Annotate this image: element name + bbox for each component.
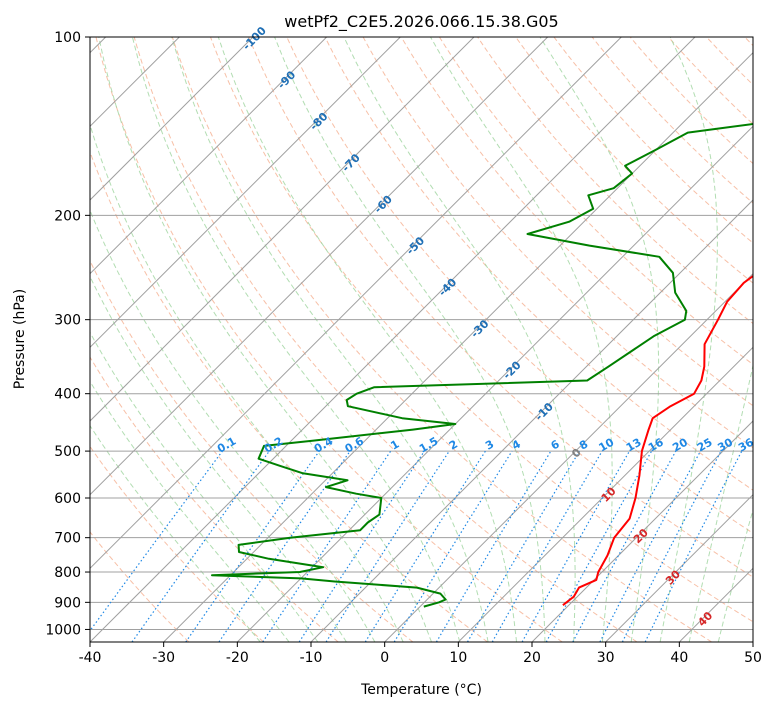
isotherm-gridline xyxy=(90,37,549,496)
mixing-ratio-line xyxy=(572,450,677,642)
isotherm-gridline xyxy=(90,37,475,422)
y-tick-label: 900 xyxy=(54,595,81,611)
dry-adiabat xyxy=(553,37,753,244)
moist-adiabat xyxy=(430,37,613,642)
y-tick-label: 600 xyxy=(54,491,81,507)
mixing-ratio-line xyxy=(131,450,270,642)
moist-adiabat xyxy=(90,424,261,642)
moist-adiabat xyxy=(343,37,576,642)
x-tick-label: 20 xyxy=(523,650,541,666)
dewpoint-line xyxy=(211,122,753,608)
mixing-ratio-line xyxy=(545,450,653,642)
chart-title: wetPf2_C2E5.2026.066.15.38.G05 xyxy=(284,12,558,32)
mixing-ratio-line xyxy=(393,450,513,642)
y-tick-label: 500 xyxy=(54,444,81,460)
dry-adiabat xyxy=(90,531,190,642)
y-tick-label: 100 xyxy=(54,30,81,46)
mixing-ratio-line xyxy=(185,450,320,642)
isotherm-gridline xyxy=(310,199,753,642)
moist-adiabat xyxy=(539,37,660,642)
dry-adiabat xyxy=(248,37,753,578)
isotherm-gridline xyxy=(531,420,753,642)
isotherm-gridline xyxy=(384,272,753,642)
dry-adiabat xyxy=(400,37,753,407)
dry-adiabat xyxy=(90,150,488,642)
dry-adiabat xyxy=(210,37,753,623)
dry-adiabat xyxy=(90,259,414,642)
mixing-ratio-line xyxy=(325,450,450,642)
moist-adiabat xyxy=(217,37,517,642)
moist-adiabat xyxy=(717,507,753,642)
profile-layer xyxy=(211,122,753,608)
x-tick-label: -10 xyxy=(300,650,323,666)
isotherm-gridline xyxy=(752,641,753,642)
x-tick-label: -30 xyxy=(152,650,175,666)
y-tick-label: 1000 xyxy=(45,622,81,638)
moist-adiabat xyxy=(98,37,432,642)
dry-adiabat xyxy=(95,37,563,642)
x-axis-label: Temperature (°C) xyxy=(360,682,482,698)
dry-adiabat xyxy=(438,37,753,365)
x-tick-label: 50 xyxy=(744,650,762,666)
x-tick-label: 10 xyxy=(449,650,467,666)
moist-adiabat xyxy=(171,37,489,642)
moist-adiabat xyxy=(688,363,753,642)
y-tick-label: 200 xyxy=(54,208,81,224)
axes: -40 -30 -20 -10 0 10 20 30 40 50 100 200 300 400 500 60… xyxy=(45,30,762,666)
y-tick-label: 300 xyxy=(54,313,81,329)
isotherm-gridline xyxy=(90,37,622,570)
dry-adiabat xyxy=(171,37,712,642)
x-tick-label: 40 xyxy=(670,650,688,666)
isotherm-gridline xyxy=(90,37,401,349)
mixing-ratio-line xyxy=(644,450,743,642)
moist-adiabat xyxy=(90,123,404,642)
isotherm-gridline xyxy=(236,125,753,642)
isotherm-gridline xyxy=(457,346,753,642)
moist-adiabat xyxy=(90,275,347,642)
dry-adiabat xyxy=(133,37,638,642)
mixing-ratio-line xyxy=(521,450,631,642)
dry-adiabat xyxy=(591,37,753,204)
plot-frame xyxy=(89,36,754,643)
isotherm-gridline xyxy=(605,493,753,642)
temperature-line xyxy=(562,274,753,606)
x-tick-label: -20 xyxy=(226,650,249,666)
dry-adiabat xyxy=(477,37,753,325)
x-tick-label: 30 xyxy=(597,650,615,666)
dry-adiabat xyxy=(324,37,753,491)
mixing-ratio-line xyxy=(90,450,223,632)
moist-adiabat xyxy=(90,331,319,642)
x-tick-label: -40 xyxy=(79,650,102,666)
mixing-ratio-line xyxy=(218,450,351,642)
isotherm-gridline xyxy=(90,37,254,201)
dry-adiabat xyxy=(286,37,753,534)
dry-adiabat xyxy=(90,356,339,642)
isotherm-gridline xyxy=(90,37,328,275)
isotherm-gridline xyxy=(90,37,696,642)
y-tick-label: 800 xyxy=(54,565,81,581)
moist-adiabat xyxy=(90,208,376,642)
y-tick-label: 700 xyxy=(54,531,81,547)
y-tick-label: 400 xyxy=(54,387,81,403)
moist-adiabat xyxy=(659,37,718,642)
moist-adiabat xyxy=(274,37,546,642)
moist-adiabat xyxy=(131,37,461,642)
mixing-ratio-line xyxy=(298,450,425,642)
plot-background xyxy=(90,37,753,642)
x-tick-label: 0 xyxy=(380,650,389,666)
y-axis-label: Pressure (hPa) xyxy=(12,289,28,389)
